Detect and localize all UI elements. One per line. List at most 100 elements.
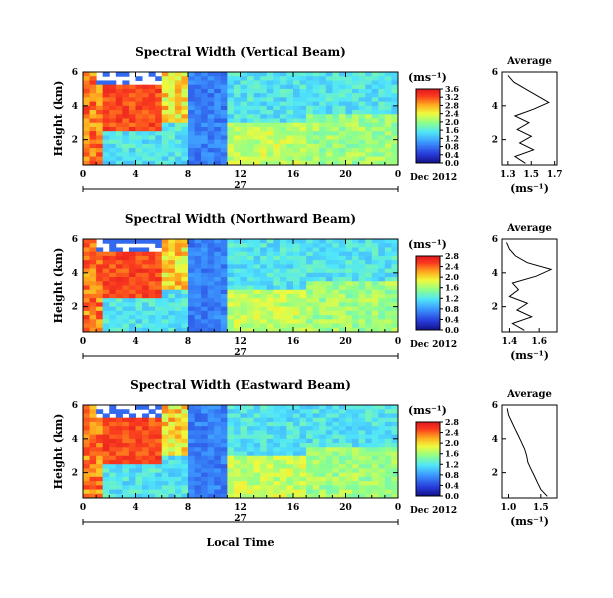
heatmap-cell [338, 417, 346, 423]
heatmap-cell [358, 459, 366, 465]
heatmap-cell [168, 105, 176, 111]
heatmap-cell [89, 306, 97, 312]
heatmap-cell [253, 281, 261, 286]
heatmap-cell [188, 160, 196, 166]
heatmap-cell [201, 88, 209, 94]
heatmap-cell [365, 443, 373, 448]
heatmap-cell [365, 472, 373, 478]
heatmap-cell [332, 135, 340, 141]
heatmap-cell [358, 268, 366, 274]
heatmap-cell [325, 88, 333, 94]
heatmap-cell [207, 405, 215, 410]
heatmap-cell [358, 122, 366, 128]
heatmap-cell [319, 443, 327, 448]
heatmap-cell [161, 139, 169, 145]
heatmap-cell [214, 306, 222, 312]
heatmap-cell [201, 264, 209, 270]
heatmap-cell [201, 110, 209, 115]
heatmap-cell [148, 239, 156, 244]
heatmap-cell [128, 131, 136, 136]
heatmap-cell [384, 306, 392, 312]
heatmap-cell [266, 126, 274, 132]
heatmap-cell [102, 93, 110, 98]
heatmap-cell [352, 285, 360, 291]
heatmap-cell [83, 272, 91, 278]
heatmap-cell [260, 156, 268, 162]
heatmap-cell [273, 302, 281, 308]
heatmap-cell [181, 268, 189, 274]
heatmap-cell [181, 323, 189, 329]
heatmap-cell [299, 438, 307, 444]
heatmap-cell [233, 139, 241, 145]
heatmap-cell [365, 251, 373, 257]
heatmap-cell [102, 148, 110, 153]
heatmap-cell [358, 251, 366, 257]
heatmap-cell [122, 438, 130, 444]
heatmap-cell [279, 409, 287, 414]
heatmap-cell [345, 139, 353, 145]
colorbar-segment [416, 272, 440, 275]
heatmap-cell [194, 417, 202, 423]
heatmap-cell [325, 135, 333, 141]
heatmap-cell [89, 421, 97, 427]
heatmap-cell [391, 443, 399, 448]
heatmap-cell [128, 455, 136, 461]
heatmap-cell [352, 80, 360, 86]
heatmap-cell [109, 97, 117, 103]
heatmap-cell [194, 409, 202, 414]
heatmap-cell [266, 468, 274, 474]
heatmap-cell [96, 489, 104, 495]
heatmap-cell [365, 323, 373, 329]
heatmap-cell [207, 315, 215, 320]
colorbar-segment [416, 462, 440, 466]
heatmap-cell [181, 139, 189, 145]
heatmap-cell [365, 277, 373, 282]
heatmap-cell [240, 426, 248, 431]
heatmap-cell [371, 298, 379, 303]
heatmap-cell [214, 481, 222, 486]
heatmap-cell [188, 255, 196, 261]
heatmap-cell [312, 451, 320, 457]
colorbar-segment [416, 135, 440, 138]
heatmap-cell [378, 310, 386, 316]
colorbar-segment [416, 320, 440, 324]
heatmap-cell [96, 88, 104, 94]
heatmap-cell [325, 105, 333, 111]
heatmap-cell [286, 105, 294, 111]
heatmap-cell [391, 255, 399, 261]
heatmap-cell [102, 323, 110, 329]
heatmap-cell [83, 489, 91, 495]
heatmap-cell [319, 135, 327, 141]
heatmap-cell [279, 455, 287, 461]
heatmap-cell [155, 476, 163, 482]
heatmap-cell [214, 451, 222, 457]
heatmap-cell [391, 485, 399, 491]
heatmap-cell [188, 489, 196, 495]
colorbar-segment [416, 313, 440, 316]
y-tick-label: 2 [72, 303, 78, 313]
heatmap-cell [174, 260, 182, 265]
heatmap-cell [155, 417, 163, 423]
heatmap-cell [148, 97, 156, 103]
colorbar-segment [416, 285, 440, 288]
heatmap-cell [286, 489, 294, 495]
heatmap-cell [378, 277, 386, 282]
heatmap-cell [174, 135, 182, 141]
heatmap-cell [365, 239, 373, 244]
colorbar-segment [416, 280, 440, 283]
x-tick-label: 16 [287, 170, 300, 180]
heatmap-cell [345, 459, 353, 465]
heatmap-cell [273, 101, 281, 107]
heatmap-cell [168, 315, 176, 320]
heatmap-cell [273, 306, 281, 312]
heatmap-cell [273, 131, 281, 136]
heatmap-cell [89, 438, 97, 444]
x-tick-label: 16 [287, 337, 300, 347]
heatmap-cell [260, 489, 268, 495]
heatmap-cell [352, 443, 360, 448]
heatmap-cell [122, 122, 130, 128]
heatmap-cell [102, 310, 110, 316]
heatmap-cell [293, 243, 301, 248]
heatmap-cell [247, 72, 255, 77]
heatmap-cell [148, 451, 156, 457]
